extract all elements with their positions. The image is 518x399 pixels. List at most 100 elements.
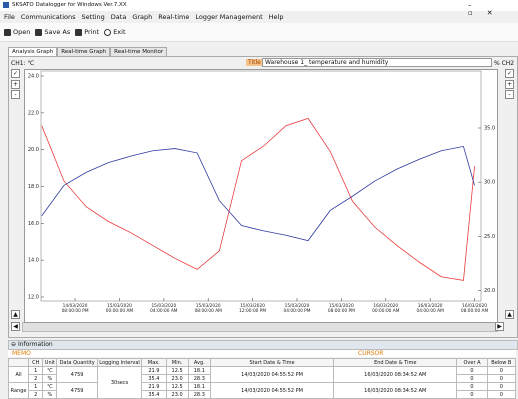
group-label: All [7,366,30,383]
memo-label: MEMO [12,350,31,357]
cell: 0 [486,374,517,383]
cell: 4759 [56,366,98,383]
cell: % [42,374,58,383]
button-label: Exit [113,28,126,36]
pan-up-button[interactable]: ▲ [11,310,20,319]
table-row: All 1 ℃ 4759 30secs 21.9 12.5 18.1 14/03/2020 04… [7,366,517,399]
x-tick-label: 16/03/2020 08:00:00 AM [460,304,489,314]
tab[interactable]: Real-time Monitor [110,47,168,56]
toolbar-button[interactable]: Print [75,28,99,36]
header-cell: Logging Interval [96,358,143,367]
cell: 12.5 [165,382,189,391]
y-tick-label: 18.0 [28,184,39,190]
menu-item[interactable]: Setting [81,13,105,21]
y2-tick-label: 35.0 [484,126,495,132]
menu-bar: File Communications Setting Data Graph Real-t… [4,13,289,21]
toolbar-button[interactable]: Open [4,28,30,36]
cell: 23.0 [165,374,189,383]
zoom-in-button[interactable]: + [11,80,20,89]
cell: 18.1 [187,366,211,375]
plot-frame [40,70,482,302]
cell: 0 [486,366,517,375]
cursor-label: CURSOR [358,350,384,357]
data-line [41,145,475,242]
x-tick-label: 16/03/2020 00:00:00 AM [372,304,400,314]
menu-item[interactable]: Data [110,13,127,21]
x-tick-label: 15/03/2020 00:00:00 AM [105,304,134,314]
y-tick-label: 20.0 [28,147,39,153]
pan-up-button[interactable]: ▲ [505,310,514,319]
menu-item[interactable]: File [4,13,15,21]
cell: 18.1 [187,382,211,391]
header-cell: Avg. [187,358,211,367]
x-tick-label: 15/03/2020 04:00:00 PM [283,304,311,314]
menu-item[interactable]: Help [268,13,284,21]
button-label: Save As [44,28,71,36]
menu-item[interactable]: Logger Management [195,13,263,21]
cell: 1 [28,366,44,375]
information-bar: ⊖ Information [8,340,518,350]
window-title: SKSATO Datalogger for Windows Ver.7.XX [12,2,127,8]
cell: 30secs [96,366,143,399]
cell: 0 [456,382,488,391]
cell: 4759 [56,382,98,399]
menu-item[interactable]: Graph [132,13,153,21]
y-tick-label: 12.0 [28,295,39,301]
data-line [41,117,475,281]
table-header: CH Unit Data Quantity Logging Interval Max. M… [7,358,517,367]
tab[interactable]: Analysis Graph [8,47,58,56]
collapse-icon[interactable]: ⊖ [11,341,17,348]
graph-title-field[interactable]: Warehouse 1_ temperature and humidity [262,58,492,67]
title-label: Title [246,59,263,66]
window-controls[interactable]: –▫✕ [468,1,507,17]
scroll-left-button[interactable]: ◀ [11,322,20,331]
header-cell: CH [28,358,44,367]
x-tick-label: 15/03/2020 08:00:00 AM [194,304,222,314]
zoom-out-button[interactable]: - [505,90,514,99]
zoom-in-button[interactable]: + [505,80,514,89]
x-tick-label: 16/03/2020 04:00:00 AM [416,304,444,314]
button-label: Open [13,28,31,36]
y-tick-label: 22.0 [28,110,39,116]
header-cell: Min. [165,358,189,367]
cell: 21.9 [141,382,167,391]
toolbar-button[interactable]: Exit [104,28,126,36]
cell: ℃ [42,382,58,391]
toolbar-button[interactable]: Save As [35,28,70,36]
cell: 35.4 [141,374,167,383]
app-icon [3,2,9,8]
cell: 0 [456,366,488,375]
cell: 28.3 [187,374,211,383]
tab[interactable]: Real-time Graph [57,47,111,56]
header-cell: Start Date & Time [209,358,335,367]
cell: 14/03/2020 04:55:52 PM [209,366,335,383]
cell: 21.9 [141,366,167,375]
header-cell: Over A [456,358,488,367]
button-label: Print [84,28,100,36]
right-channel: % CH2 [494,60,515,67]
left-channel: CH1: ℃ [11,60,35,67]
table-row: Range 1 ℃ 4759 21.9 12.5 18.1 14/03/2020 04:55:… [7,382,517,399]
x-tick-label: 15/03/2020 04:00:00 AM [150,304,178,314]
memo-row: MEMO CURSOR [8,350,516,357]
cell: 0 [456,374,488,383]
cell: 16/03/2020 08:34:52 AM [333,366,458,383]
title-bar: SKSATO Datalogger for Windows Ver.7.XX –… [0,0,518,17]
tab-strip: Analysis Graph Real-time Graph Real-time M… [8,47,168,56]
chart: 12.0 14.0 16.0 18.0 20.0 22.0 24.0 20.0 25.0 30.0… [28,70,495,302]
cell: 2 [28,374,44,383]
information-table: CH Unit Data Quantity Logging Interval Max. M… [7,358,517,399]
zoom-out-button[interactable]: - [11,90,20,99]
menu-item[interactable]: Real-time [158,13,190,21]
check-button[interactable]: ✓ [11,69,20,78]
check-button[interactable]: ✓ [505,69,514,78]
toolbar: Open Save As Print Exit [0,23,518,42]
x-tick-label: 15/03/2020 12:00:00 PM [239,304,267,314]
header-cell: Below B [486,358,517,367]
y2-tick-label: 30.0 [484,180,495,186]
scroll-right-button[interactable]: ▶ [495,322,504,331]
menu-item[interactable]: Communications [20,13,76,21]
cell: 12.5 [165,366,189,375]
group-label: Range [7,382,30,399]
